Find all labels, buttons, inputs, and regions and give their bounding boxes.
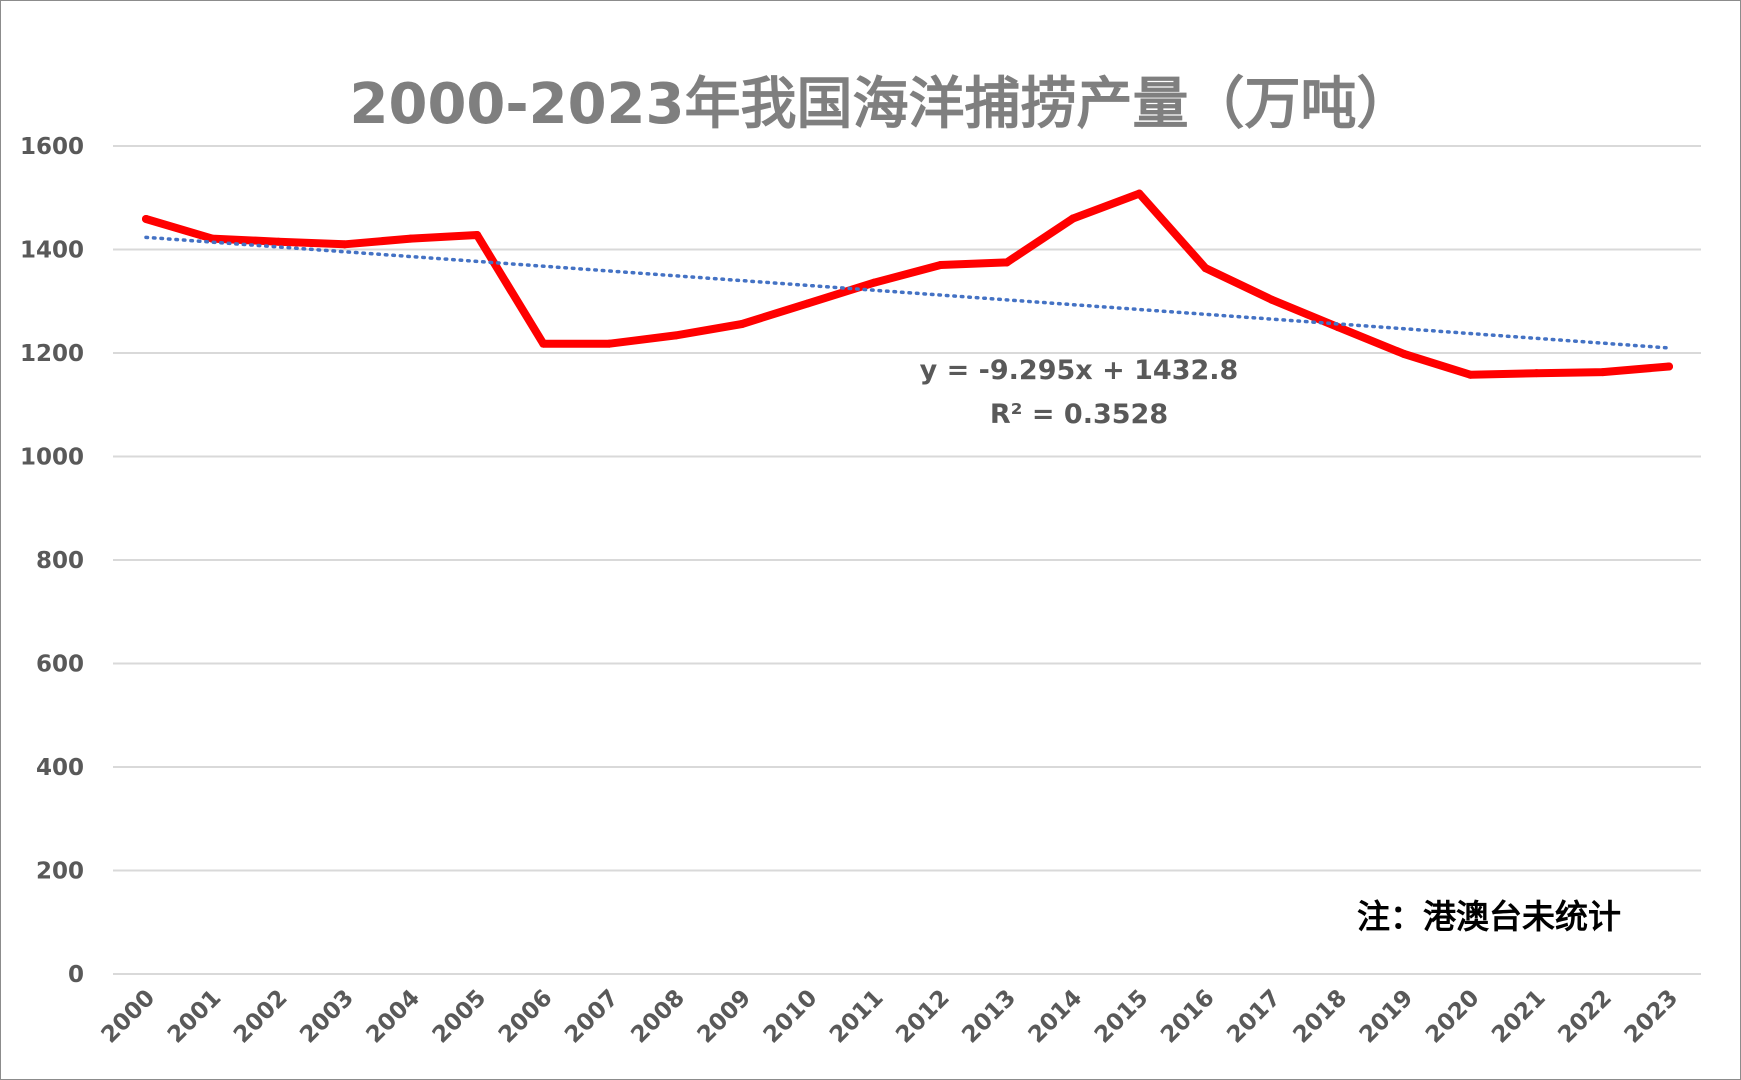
data-point <box>1532 369 1541 378</box>
series-line <box>142 189 1673 379</box>
y-tick-label: 1400 <box>20 238 84 264</box>
chart-note: 注：港澳台未统计 <box>1357 897 1621 936</box>
y-axis-ticks: 0 200 400 600 800 1000 1200 1400 1600 <box>20 134 84 988</box>
data-point <box>274 237 283 246</box>
y-tick-label: 600 <box>36 652 84 678</box>
data-point <box>804 299 813 308</box>
y-tick-label: 400 <box>36 755 84 781</box>
data-point <box>473 231 482 240</box>
trendline-equation: y = -9.295x + 1432.8 <box>920 355 1239 386</box>
data-point <box>406 234 415 243</box>
x-tick-label: 2020 <box>1421 985 1485 1049</box>
x-tick-label: 2010 <box>759 985 823 1049</box>
x-tick-label: 2003 <box>295 985 359 1049</box>
data-point <box>1466 370 1475 379</box>
x-tick-label: 2014 <box>1024 985 1088 1049</box>
x-tick-label: 2016 <box>1156 985 1220 1049</box>
y-tick-label: 1000 <box>20 445 84 471</box>
x-tick-label: 2015 <box>1090 985 1154 1049</box>
data-point <box>1002 258 1011 267</box>
data-point <box>605 339 614 348</box>
data-point <box>1069 214 1078 223</box>
x-tick-label: 2013 <box>957 985 1021 1049</box>
x-tick-label: 2000 <box>97 985 161 1049</box>
chart-title: 2000-2023年我国海洋捕捞产量（万吨） <box>350 72 1413 137</box>
trendline <box>144 235 1671 350</box>
x-tick-label: 2006 <box>494 985 558 1049</box>
x-tick-label: 2019 <box>1355 985 1419 1049</box>
data-point <box>1267 295 1276 304</box>
x-tick-label: 2002 <box>229 985 293 1049</box>
y-tick-label: 200 <box>36 859 84 885</box>
data-point <box>671 331 680 340</box>
x-tick-label: 2004 <box>361 985 425 1049</box>
data-point <box>1598 368 1607 377</box>
x-tick-label: 2001 <box>163 985 227 1049</box>
y-tick-label: 1600 <box>20 134 84 160</box>
x-tick-label: 2018 <box>1289 985 1353 1049</box>
x-tick-label: 2007 <box>560 985 624 1049</box>
x-tick-label: 2023 <box>1620 985 1684 1049</box>
data-point <box>539 339 548 348</box>
x-tick-label: 2012 <box>891 985 955 1049</box>
y-tick-label: 800 <box>36 548 84 574</box>
data-point <box>737 320 746 329</box>
gridlines <box>113 145 1701 975</box>
x-tick-label: 2011 <box>825 985 889 1049</box>
data-point <box>1400 350 1409 359</box>
x-tick-label: 2021 <box>1487 985 1551 1049</box>
x-tick-label: 2008 <box>626 985 690 1049</box>
y-tick-label: 0 <box>68 962 84 988</box>
data-point <box>936 261 945 270</box>
series-layer <box>142 189 1673 379</box>
data-point <box>142 214 150 223</box>
x-tick-label: 2017 <box>1222 985 1286 1049</box>
data-point <box>1135 189 1144 198</box>
x-tick-label: 2022 <box>1553 985 1617 1049</box>
data-point <box>870 278 879 287</box>
data-point <box>1201 264 1210 273</box>
x-tick-label: 2005 <box>428 985 492 1049</box>
y-tick-label: 1200 <box>20 341 84 367</box>
data-point <box>1665 362 1673 371</box>
trendline-layer <box>144 235 1671 350</box>
x-axis-ticks: 2000 2001 2002 2003 2004 2005 2006 2007 2008 2009… <box>97 985 1684 1049</box>
data-point <box>340 240 349 249</box>
x-tick-label: 2009 <box>693 985 757 1049</box>
trendline-r2: R² = 0.3528 <box>990 399 1168 430</box>
